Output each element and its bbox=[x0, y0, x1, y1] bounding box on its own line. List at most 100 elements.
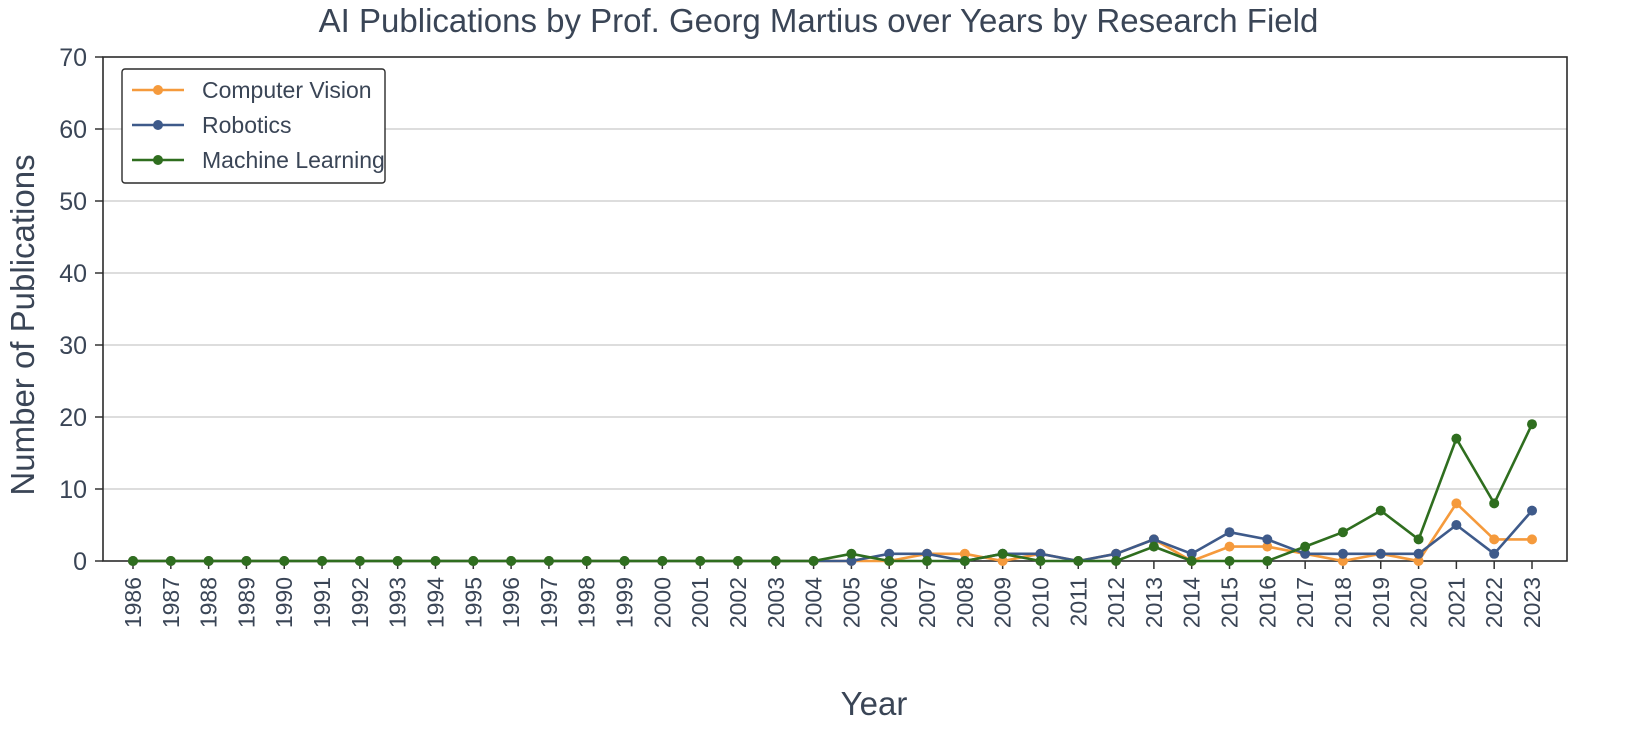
data-point bbox=[1375, 505, 1386, 516]
data-point bbox=[997, 548, 1008, 559]
x-tick-label: 2009 bbox=[990, 577, 1016, 628]
y-axis-label: Number of Publications bbox=[4, 154, 41, 495]
x-tick-label: 1987 bbox=[158, 577, 184, 628]
y-tick-label: 20 bbox=[59, 404, 87, 432]
x-tick-label: 1998 bbox=[574, 577, 600, 628]
data-point bbox=[241, 556, 252, 566]
x-tick-label: 2019 bbox=[1368, 577, 1394, 628]
y-tick-label: 70 bbox=[59, 44, 87, 72]
data-point bbox=[1413, 548, 1424, 559]
data-point bbox=[846, 548, 857, 559]
x-tick-label: 2016 bbox=[1254, 577, 1280, 628]
data-point bbox=[1035, 548, 1046, 559]
x-tick-label: 2020 bbox=[1406, 577, 1432, 628]
data-point bbox=[506, 556, 517, 566]
data-point bbox=[808, 556, 819, 566]
x-tick-label: 1992 bbox=[347, 577, 373, 628]
y-tick-label: 40 bbox=[59, 260, 87, 288]
data-point bbox=[732, 556, 743, 566]
series-line-1 bbox=[133, 509, 1533, 563]
data-point bbox=[884, 548, 895, 559]
y-tick-label: 0 bbox=[73, 548, 87, 576]
x-tick-label: 2007 bbox=[914, 577, 940, 628]
data-point bbox=[165, 556, 176, 566]
data-point bbox=[770, 556, 781, 566]
data-point bbox=[1527, 505, 1537, 516]
data-point bbox=[1073, 556, 1084, 566]
data-point bbox=[1413, 556, 1424, 566]
x-tick-label: 1997 bbox=[536, 577, 562, 628]
x-tick-label: 2000 bbox=[649, 577, 675, 628]
x-tick-label: 1988 bbox=[196, 577, 222, 628]
x-tick-label: 2023 bbox=[1519, 577, 1545, 628]
x-tick-label: 2022 bbox=[1481, 577, 1507, 628]
series-line-2 bbox=[133, 423, 1534, 563]
data-point bbox=[1111, 556, 1122, 566]
x-tick-label: 2010 bbox=[1027, 577, 1053, 628]
data-point bbox=[1527, 534, 1537, 545]
data-point bbox=[1148, 541, 1159, 552]
data-point bbox=[128, 556, 138, 566]
data-point bbox=[1186, 556, 1197, 566]
data-point bbox=[846, 556, 857, 566]
data-point bbox=[1224, 527, 1235, 538]
x-tick-label: 2015 bbox=[1217, 577, 1243, 628]
x-tick-label: 1999 bbox=[612, 577, 638, 628]
legend-label: Computer Vision bbox=[202, 77, 372, 103]
x-tick-label: 1994 bbox=[422, 577, 448, 628]
data-point bbox=[203, 556, 214, 566]
data-point bbox=[1148, 534, 1159, 545]
x-tick-label: 2002 bbox=[725, 577, 751, 628]
legend-box bbox=[121, 68, 386, 184]
data-point bbox=[468, 556, 479, 566]
x-tick-label: 2014 bbox=[1179, 577, 1205, 628]
legend-label: Machine Learning bbox=[202, 147, 385, 173]
y-tick-label: 30 bbox=[59, 332, 87, 360]
data-point bbox=[1224, 541, 1235, 552]
data-point bbox=[543, 556, 554, 566]
x-tick-label: 1990 bbox=[271, 577, 297, 628]
data-point bbox=[1300, 541, 1311, 552]
x-tick-label: 2013 bbox=[1141, 577, 1167, 628]
data-point bbox=[1413, 534, 1424, 545]
x-tick-label: 2017 bbox=[1292, 577, 1318, 628]
data-point bbox=[1451, 520, 1462, 530]
y-tick-label: 50 bbox=[59, 188, 87, 216]
data-point bbox=[657, 556, 668, 566]
data-point bbox=[1337, 556, 1348, 566]
legend-swatch-marker bbox=[153, 155, 163, 165]
data-point bbox=[317, 556, 328, 566]
x-tick-label: 2001 bbox=[687, 577, 713, 628]
data-point bbox=[695, 556, 706, 566]
x-tick-label: 2011 bbox=[1065, 577, 1091, 626]
y-tick-label: 60 bbox=[59, 116, 87, 144]
data-point bbox=[1337, 548, 1348, 559]
data-point bbox=[392, 556, 403, 566]
data-point bbox=[1224, 556, 1235, 566]
data-point bbox=[354, 556, 365, 566]
data-point bbox=[581, 556, 592, 566]
data-point bbox=[1451, 433, 1462, 444]
x-tick-label: 2003 bbox=[763, 577, 789, 628]
data-point bbox=[922, 548, 933, 559]
data-point bbox=[1337, 527, 1348, 538]
x-tick-label: 2004 bbox=[801, 577, 827, 628]
x-tick-label: 1995 bbox=[460, 577, 486, 628]
data-point bbox=[619, 556, 630, 566]
y-tick-label: 10 bbox=[59, 476, 87, 504]
x-tick-label: 1991 bbox=[309, 577, 335, 628]
x-tick-label: 2012 bbox=[1103, 577, 1129, 628]
legend-label: Robotics bbox=[202, 112, 291, 138]
data-point bbox=[997, 556, 1008, 566]
data-point bbox=[1035, 556, 1046, 566]
x-axis-label: Year bbox=[841, 685, 908, 722]
data-point bbox=[1527, 419, 1537, 430]
legend-swatch-marker bbox=[153, 85, 163, 95]
data-point bbox=[430, 556, 441, 566]
x-tick-label: 1989 bbox=[233, 577, 259, 628]
x-tick-label: 2018 bbox=[1330, 577, 1356, 628]
x-tick-label: 2008 bbox=[952, 577, 978, 628]
data-point bbox=[1489, 548, 1500, 559]
